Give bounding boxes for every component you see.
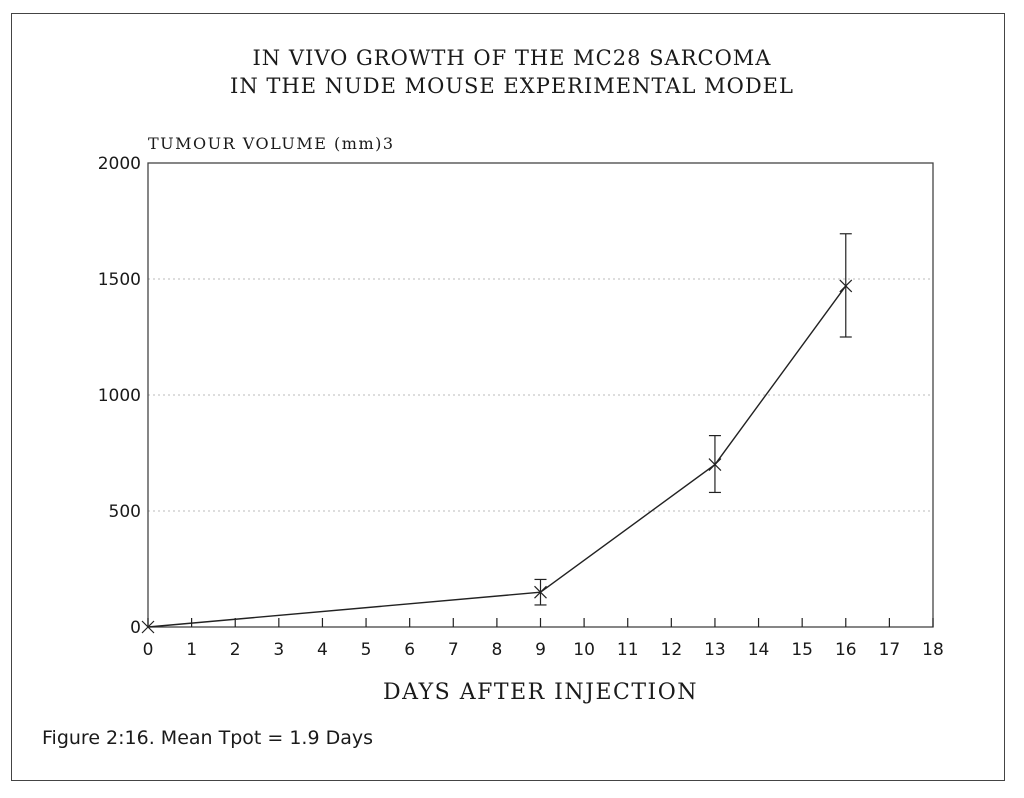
chart-title-line-1: IN VIVO GROWTH OF THE MC28 SARCOMA — [252, 46, 772, 70]
x-tick-label: 6 — [404, 640, 415, 660]
figure-caption: Figure 2:16. Mean Tpot = 1.9 Days — [42, 727, 374, 749]
x-tick-label: 15 — [791, 640, 813, 660]
figure-frame — [11, 13, 1005, 781]
y-tick-label: 2000 — [98, 154, 141, 174]
x-tick-label: 1 — [186, 640, 197, 660]
plot-area-border — [147, 162, 934, 628]
x-tick-label: 8 — [491, 640, 502, 660]
y-tick-label: 0 — [130, 618, 141, 638]
x-tick-label: 2 — [230, 640, 241, 660]
x-tick-label: 12 — [661, 640, 683, 660]
y-tick-label: 500 — [109, 502, 141, 522]
x-tick-label: 3 — [273, 640, 284, 660]
x-tick-label: 11 — [617, 640, 639, 660]
x-tick-label: 16 — [835, 640, 857, 660]
y-tick-label: 1000 — [98, 386, 141, 406]
x-tick-label: 10 — [573, 640, 595, 660]
data-point-marker — [839, 279, 853, 293]
chart-title-line-2: IN THE NUDE MOUSE EXPERIMENTAL MODEL — [230, 74, 794, 98]
data-point-marker — [708, 458, 722, 472]
x-tick-label: 7 — [448, 640, 459, 660]
x-tick-label: 14 — [748, 640, 770, 660]
data-point-marker — [534, 585, 547, 599]
x-tick-label: 9 — [535, 640, 546, 660]
x-tick-label: 18 — [922, 640, 944, 660]
y-tick-label: 1500 — [98, 270, 141, 290]
x-tick-label: 17 — [879, 640, 901, 660]
x-tick-label: 13 — [704, 640, 726, 660]
data-point-marker — [141, 620, 155, 634]
x-tick-label: 4 — [317, 640, 328, 660]
x-tick-label: 5 — [361, 640, 372, 660]
x-axis-label: DAYS AFTER INJECTION — [383, 680, 698, 705]
x-tick-label: 0 — [143, 640, 154, 660]
series-line — [147, 285, 847, 628]
y-axis-label: TUMOUR VOLUME (mm)3 — [148, 134, 395, 153]
